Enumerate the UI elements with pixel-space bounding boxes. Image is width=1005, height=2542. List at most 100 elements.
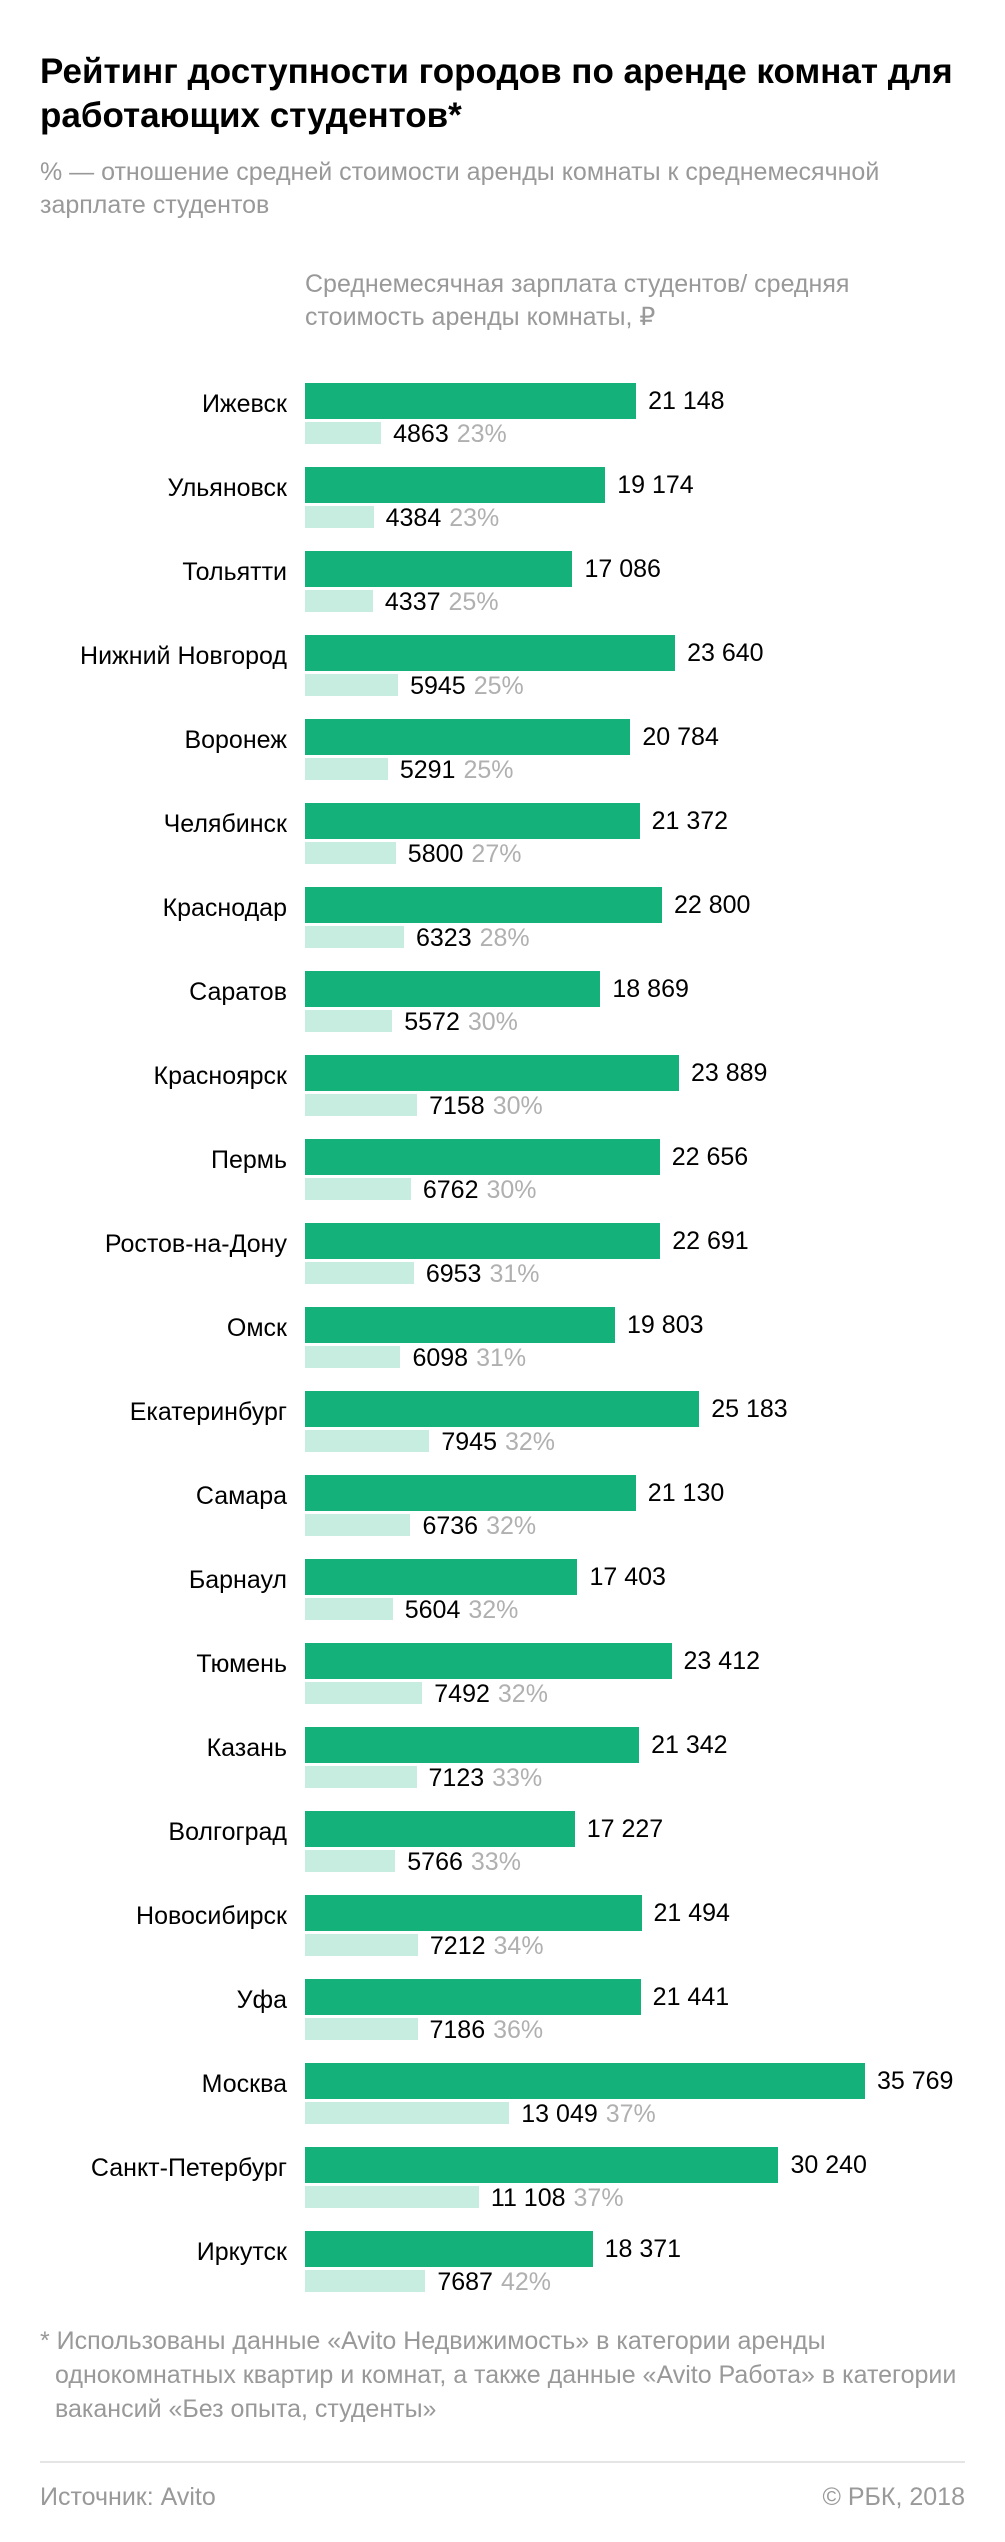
rent-value: 5291 [400, 756, 456, 784]
rent-value: 6098 [412, 1344, 468, 1372]
chart-row: Ижевск21 148486323% [40, 383, 965, 447]
rent-value: 5604 [405, 1596, 461, 1624]
rent-value-group: 718636% [430, 2016, 544, 2045]
salary-value: 23 889 [691, 1059, 767, 1088]
rent-value-group: 438423% [386, 504, 500, 533]
salary-bar [305, 803, 640, 839]
bar-group: 21 342712333% [305, 1727, 965, 1791]
chart-row: Москва35 76913 04937% [40, 2063, 965, 2127]
city-label: Самара [40, 1475, 305, 1511]
rent-bar [305, 1178, 411, 1200]
footer: Источник: Avito © РБК, 2018 [40, 2483, 965, 2512]
salary-value: 19 803 [627, 1311, 703, 1340]
salary-value: 22 691 [672, 1227, 748, 1256]
salary-bar [305, 887, 662, 923]
rent-bar [305, 2102, 509, 2124]
chart-row: Уфа21 441718636% [40, 1979, 965, 2043]
rent-value: 7945 [441, 1428, 497, 1456]
source-label: Источник: [40, 2483, 154, 2511]
rent-value: 6323 [416, 924, 472, 952]
salary-value: 21 130 [648, 1479, 724, 1508]
bar-group: 20 784 529125% [305, 719, 965, 783]
rent-bar [305, 674, 398, 696]
salary-value: 21 372 [652, 807, 728, 836]
rent-bar [305, 758, 388, 780]
salary-value: 18 869 [612, 975, 688, 1004]
rent-value: 4337 [385, 588, 441, 616]
salary-bar [305, 719, 630, 755]
salary-bar [305, 1475, 636, 1511]
city-label: Краснодар [40, 887, 305, 923]
salary-value: 21 342 [651, 1731, 727, 1760]
credit: © РБК, 2018 [822, 2483, 965, 2512]
rent-value: 4384 [386, 504, 442, 532]
salary-value: 17 086 [584, 555, 660, 584]
source: Источник: Avito [40, 2483, 216, 2512]
city-label: Ульяновск [40, 467, 305, 503]
salary-value: 30 240 [790, 2151, 866, 2180]
salary-bar [305, 1811, 575, 1847]
chart-row: Пермь22 656676230% [40, 1139, 965, 1203]
rent-value-group: 557230% [404, 1008, 518, 1037]
rent-value: 6762 [423, 1176, 479, 1204]
rent-value: 6953 [426, 1260, 482, 1288]
bar-group: 21 441 718636% [305, 1979, 965, 2043]
chart-row: Ростов-на-Дону22 691695331% [40, 1223, 965, 1287]
percent-value: 31% [489, 1260, 539, 1288]
chart-subtitle: % — отношение средней стоимости аренды к… [40, 156, 965, 224]
rent-value-group: 594525% [410, 672, 524, 701]
city-label: Воронеж [40, 719, 305, 755]
bar-group: 21 494721234% [305, 1895, 965, 1959]
chart-row: Екатеринбург25 183794532% [40, 1391, 965, 1455]
salary-bar [305, 1559, 577, 1595]
city-label: Ижевск [40, 383, 305, 419]
rent-bar [305, 1346, 400, 1368]
rent-value-group: 749232% [434, 1680, 548, 1709]
bar-group: 21 130673632% [305, 1475, 965, 1539]
chart-row: Омск19 803609831% [40, 1307, 965, 1371]
rent-value-group: 695331% [426, 1260, 540, 1289]
salary-bar [305, 1139, 660, 1175]
chart-row: Новосибирск21 494721234% [40, 1895, 965, 1959]
rent-bar [305, 1850, 395, 1872]
bar-group: 17 227576633% [305, 1811, 965, 1875]
bar-group: 21 148486323% [305, 383, 965, 447]
rent-value-group: 529125% [400, 756, 514, 785]
percent-value: 25% [463, 756, 513, 784]
salary-value: 20 784 [642, 723, 718, 752]
salary-bar [305, 383, 636, 419]
rent-value-group: 7158 30% [429, 1092, 543, 1121]
chart-area: Среднемесячная зарплата студентов/ средн… [40, 268, 965, 358]
chart-row: Ульяновск19 174438423% [40, 467, 965, 531]
percent-value: 37% [574, 2184, 624, 2212]
salary-bar [305, 2063, 865, 2099]
salary-bar [305, 971, 600, 1007]
city-label: Тольятти [40, 551, 305, 587]
rent-value: 7123 [429, 1764, 485, 1792]
bar-group: 19 803 6098 31% [305, 1307, 965, 1371]
legend-text: Среднемесячная зарплата студентов/ средн… [305, 268, 965, 333]
rent-value-group: 580027% [408, 840, 522, 869]
percent-value: 27% [471, 840, 521, 868]
bar-group: 17 403560432% [305, 1559, 965, 1623]
chart-row: Волгоград17 227576633% [40, 1811, 965, 1875]
salary-bar [305, 1727, 639, 1763]
rent-value-group: 13 04937% [521, 2100, 656, 2129]
rent-value: 7158 [429, 1092, 485, 1120]
salary-bar [305, 1223, 660, 1259]
rent-value-group: 6098 31% [412, 1344, 526, 1373]
rent-value: 5572 [404, 1008, 460, 1036]
salary-bar [305, 1643, 672, 1679]
bar-group: 18 869 557230% [305, 971, 965, 1035]
rent-bar [305, 926, 404, 948]
salary-value: 21 441 [653, 1983, 729, 2012]
rent-bar [305, 422, 381, 444]
percent-value: 31% [476, 1344, 526, 1372]
rent-bar [305, 842, 396, 864]
percent-value: 30% [493, 1092, 543, 1120]
bar-group: 22 656676230% [305, 1139, 965, 1203]
salary-value: 22 800 [674, 891, 750, 920]
city-label: Тюмень [40, 1643, 305, 1679]
rent-value-group: 576633% [407, 1848, 521, 1877]
chart-row: Тольятти17 086433725% [40, 551, 965, 615]
